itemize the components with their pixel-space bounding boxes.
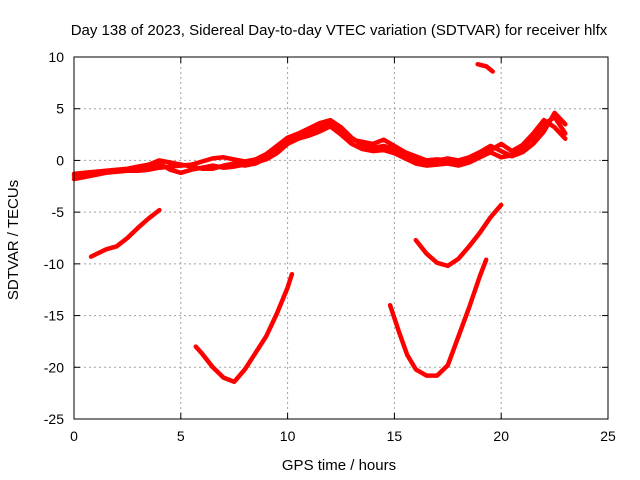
x-tick-label: 5 xyxy=(177,428,185,444)
y-axis-label: SDTVAR / TECUs xyxy=(5,180,22,300)
series-dip-b xyxy=(193,271,295,385)
x-axis-label: GPS time / hours xyxy=(282,457,396,474)
y-tick-label: 10 xyxy=(48,49,64,65)
y-tick-label: -5 xyxy=(52,204,65,220)
grid-lines xyxy=(74,57,608,419)
x-tick-label: 20 xyxy=(493,428,509,444)
series-dip-c xyxy=(387,257,489,378)
x-tick-label: 0 xyxy=(70,428,78,444)
y-tick-label: 0 xyxy=(56,152,64,168)
series-arc-a xyxy=(71,110,568,179)
y-tick-label: -25 xyxy=(44,411,64,427)
series-isolated xyxy=(475,61,495,74)
y-tick-label: -15 xyxy=(44,308,64,324)
y-tick-label: -10 xyxy=(44,256,64,272)
plot-frame xyxy=(73,56,609,420)
series-dip-a xyxy=(88,207,162,259)
series-arc-c xyxy=(71,117,568,177)
data-series xyxy=(71,61,568,385)
y-tick-label: 5 xyxy=(56,101,64,117)
chart-title: Day 138 of 2023, Sidereal Day-to-day VTE… xyxy=(71,22,608,39)
x-tick-label: 10 xyxy=(280,428,296,444)
axis-ticks: 0 5 10 15 20 25 -25 -20 -15 -10 -5 0 5 10 xyxy=(44,49,616,444)
x-tick-label: 15 xyxy=(387,428,403,444)
series-dip-d xyxy=(413,202,504,269)
y-tick-label: -20 xyxy=(44,359,64,375)
x-tick-label: 25 xyxy=(600,428,616,444)
